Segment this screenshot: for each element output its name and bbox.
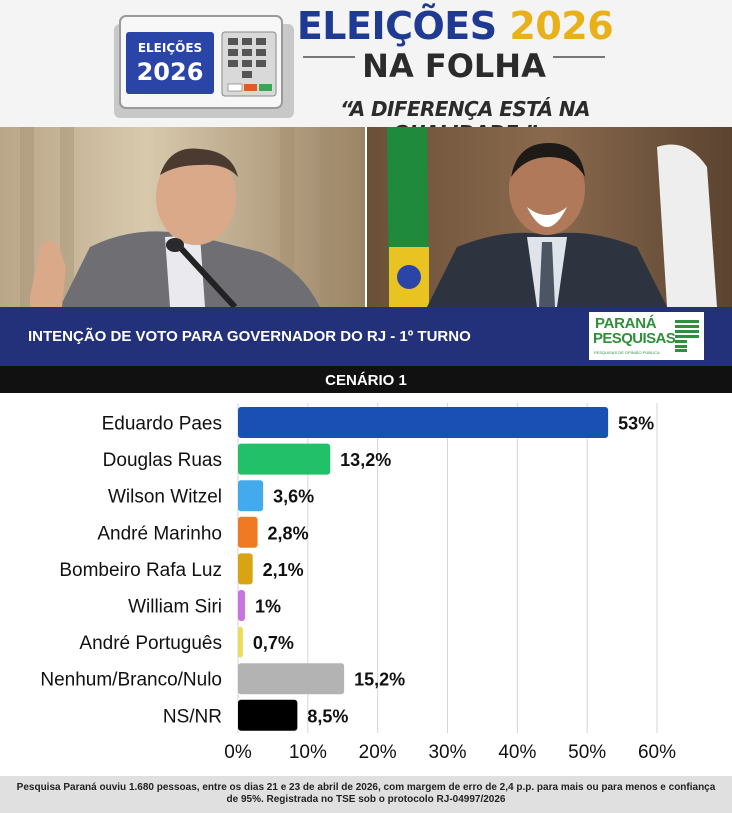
logo-name-line1: PARANÁ <box>595 315 657 332</box>
urn-label-top: ELEIÇÕES <box>138 40 202 55</box>
logo-stripes-icon <box>675 320 699 352</box>
value-label: 53% <box>618 414 654 434</box>
category-label: André Português <box>79 633 222 654</box>
scenario-bar: CENÁRIO 1 <box>0 366 732 393</box>
bar <box>238 443 331 475</box>
category-labels: Eduardo Paes Douglas Ruas Wilson Witzel And… <box>40 414 222 728</box>
value-label: 1% <box>255 597 281 617</box>
bar <box>238 699 298 731</box>
portrait-silhouette-icon <box>387 127 717 307</box>
x-tick-label: 0% <box>224 742 252 763</box>
x-tick-label: 40% <box>498 742 536 763</box>
title-main: ELEIÇÕES <box>296 4 497 48</box>
value-label: 15,2% <box>354 670 405 690</box>
value-label: 13,2% <box>340 450 391 470</box>
category-label: Wilson Witzel <box>108 487 222 508</box>
value-label: 0,7% <box>253 633 294 653</box>
candidate-photo-right <box>367 127 732 307</box>
value-label: 2,1% <box>263 560 304 580</box>
parana-pesquisas-logo: PARANÁ PESQUISAS PESQUISAS DE OPINIÃO PÚ… <box>589 312 704 360</box>
bar <box>238 553 253 585</box>
scenario-label: CENÁRIO 1 <box>325 372 407 389</box>
logo-name-line2: PESQUISAS <box>593 330 676 347</box>
bars <box>238 407 609 731</box>
keypad-icon <box>228 38 266 78</box>
bar <box>238 407 609 438</box>
category-label: NS/NR <box>163 706 222 727</box>
bar <box>238 626 243 658</box>
candidate-photo-left <box>0 127 365 307</box>
x-tick-label: 10% <box>289 742 327 763</box>
logo-subtitle: PESQUISAS DE OPINIÃO PÚBLICA <box>594 350 660 355</box>
x-tick-label: 60% <box>638 742 676 763</box>
title-divider-left <box>303 56 355 58</box>
urn-label-year: 2026 <box>137 58 204 86</box>
x-tick-label: 30% <box>428 742 466 763</box>
speaker-silhouette-icon <box>20 127 334 307</box>
value-label: 8,5% <box>307 706 348 726</box>
bar <box>238 516 258 548</box>
methodology-note: Pesquisa Paraná ouviu 1.680 pessoas, ent… <box>16 782 716 805</box>
page-title: ELEIÇÕES 2026 <box>290 4 620 48</box>
title-divider-right <box>553 56 605 58</box>
value-label: 2,8% <box>268 523 309 543</box>
x-axis-ticks: 0% 10% 20% 30% 40% 50% 60% <box>224 742 676 763</box>
ballot-box-logo: ELEIÇÕES 2026 <box>114 15 294 118</box>
bar-chart: Eduardo Paes Douglas Ruas Wilson Witzel And… <box>40 403 676 763</box>
category-label: Douglas Ruas <box>103 450 222 471</box>
page-subtitle: NA FOLHA <box>362 47 546 85</box>
header: ELEIÇÕES 2026 ELEIÇÕES 2026 NA FOLHA “A … <box>0 0 732 145</box>
title-year: 2026 <box>509 4 614 48</box>
value-labels: 53% 13,2% 3,6% 2,8% 2,1% 1% 0,7% 15,2% 8,5% <box>253 414 654 727</box>
bar <box>238 663 345 695</box>
category-label: William Siri <box>128 597 222 618</box>
category-label: André Marinho <box>97 523 222 544</box>
category-label: Bombeiro Rafa Luz <box>59 560 222 581</box>
value-label: 3,6% <box>273 487 314 507</box>
bar <box>238 480 264 512</box>
category-label: Nenhum/Branco/Nulo <box>40 670 222 691</box>
chart-title: INTENÇÃO DE VOTO PARA GOVERNADOR DO RJ -… <box>28 328 471 345</box>
footer: Pesquisa Paraná ouviu 1.680 pessoas, ent… <box>0 776 732 813</box>
x-tick-label: 20% <box>359 742 397 763</box>
category-label: Eduardo Paes <box>102 414 222 435</box>
bar <box>238 590 245 621</box>
x-tick-label: 50% <box>568 742 606 763</box>
